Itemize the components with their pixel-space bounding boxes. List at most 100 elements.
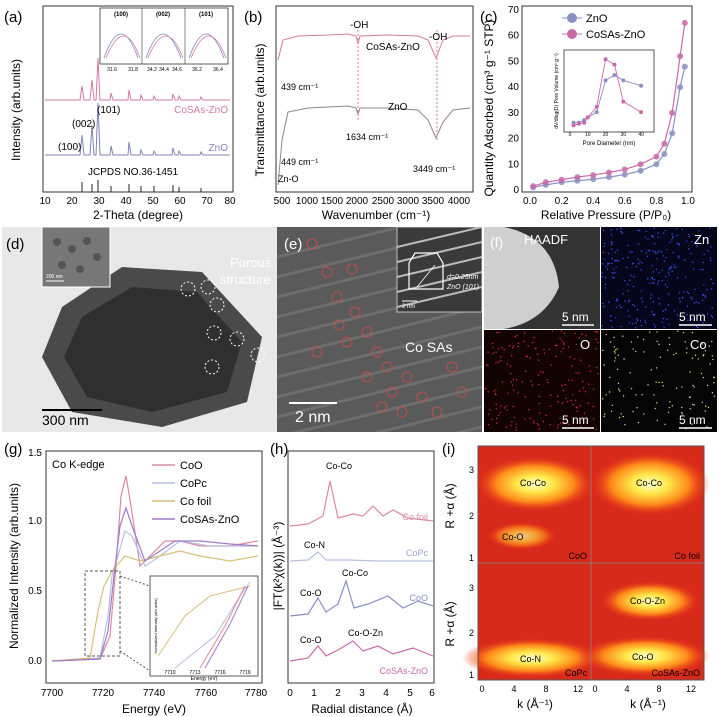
eds-dot bbox=[516, 334, 518, 337]
bet-ytick: 0 bbox=[513, 185, 519, 196]
eds-dot bbox=[546, 379, 548, 381]
eds-dot bbox=[636, 308, 639, 311]
eds-dot bbox=[505, 426, 508, 429]
eds-dot bbox=[554, 344, 557, 346]
eds-dot bbox=[585, 335, 587, 337]
eds-dot bbox=[556, 344, 558, 347]
eds-dot bbox=[510, 381, 513, 383]
ftir-xlabel: Wavenumber (cm⁻¹) bbox=[322, 208, 431, 222]
eds-dot bbox=[625, 266, 628, 269]
panel-e: d=0.25nm ZnO (101) 2 nm (e) Co SAs 2 nm bbox=[277, 227, 482, 432]
eds-dot bbox=[707, 250, 709, 252]
ftir-xtick: 2500 bbox=[372, 196, 395, 207]
bet-inset-point bbox=[603, 57, 608, 62]
exafs-cosas-label: CoSAs-ZnO bbox=[379, 666, 428, 676]
panel-d: 200 nm (d) Porous structure 300 nm bbox=[2, 227, 277, 432]
stem-inset bbox=[396, 227, 482, 313]
eds-dot bbox=[658, 250, 660, 253]
eds-dot bbox=[667, 411, 670, 414]
xrd-zno-line bbox=[45, 102, 230, 156]
eds-dot bbox=[584, 391, 587, 393]
eds-dot bbox=[540, 371, 542, 373]
eds-dot bbox=[511, 421, 513, 423]
eds-dot bbox=[564, 383, 567, 386]
eds-dot bbox=[588, 342, 591, 344]
eds-dot bbox=[536, 353, 539, 355]
eds-dot bbox=[611, 276, 614, 279]
bet-inset-xtick: 30 bbox=[621, 132, 627, 138]
eds-dot bbox=[650, 369, 653, 371]
eds-dot bbox=[578, 372, 580, 374]
wt-ytick: 3 bbox=[469, 583, 474, 593]
wt-cosas-label: CoSAs-ZnO bbox=[651, 668, 700, 678]
ftir-cosas-line bbox=[277, 33, 470, 61]
eds-dot bbox=[662, 310, 664, 312]
eds-dot bbox=[653, 394, 655, 396]
eds-dot bbox=[512, 378, 514, 380]
eds-dot bbox=[710, 288, 713, 290]
eds-dot bbox=[666, 318, 668, 321]
eds-dot bbox=[523, 340, 525, 343]
eds-dot bbox=[688, 235, 691, 238]
eds-dot bbox=[510, 424, 512, 427]
eds-dot bbox=[640, 297, 643, 300]
wt-xlabel-left: k (Å⁻¹) bbox=[517, 696, 553, 711]
eds-dot bbox=[668, 343, 671, 346]
eds-dot bbox=[559, 422, 562, 424]
inset-peak-100: (100) bbox=[114, 12, 128, 18]
eds-dot bbox=[694, 354, 697, 357]
eds-dot bbox=[507, 392, 509, 394]
eds-dot bbox=[627, 301, 630, 303]
eds-dot bbox=[681, 228, 684, 231]
eds-dot bbox=[652, 313, 654, 316]
eds-dot bbox=[525, 355, 527, 357]
eds-dot bbox=[668, 293, 670, 295]
eds-dot bbox=[580, 359, 582, 361]
eds-dot bbox=[602, 229, 605, 232]
wt-ytick: 3 bbox=[469, 465, 474, 475]
eds-dot bbox=[691, 331, 694, 334]
eds-dot bbox=[611, 272, 614, 274]
xrd-chart: (a) Intensity (arb.units) CoSAs-ZnO ZnO … bbox=[4, 5, 236, 222]
eds-dot bbox=[640, 325, 643, 327]
exafs-ylabel: |FT(k²χ(k))| (Å⁻³) bbox=[270, 522, 285, 611]
eds-dot bbox=[497, 414, 500, 417]
bet-inset-point bbox=[594, 104, 599, 109]
bet-inset-point bbox=[585, 115, 590, 120]
tem-inset-scale: 200 nm bbox=[46, 274, 63, 280]
eds-dot bbox=[640, 250, 643, 252]
wt-xtick: 12 bbox=[686, 684, 696, 694]
eds-dot bbox=[690, 252, 692, 255]
xrd-xtick: 50 bbox=[147, 196, 159, 207]
eds-dot bbox=[611, 257, 613, 260]
eds-dot bbox=[501, 381, 504, 383]
eds-dot bbox=[603, 245, 605, 247]
eds-dot bbox=[650, 294, 653, 296]
eds-dot bbox=[613, 350, 616, 353]
eds-dot bbox=[627, 310, 629, 312]
xanes-inset-xtick: 7716 bbox=[214, 670, 225, 676]
eds-dot bbox=[573, 358, 576, 360]
eds-dot bbox=[513, 416, 516, 419]
wt-cosas-coozn: Co-O-Zn bbox=[630, 596, 665, 606]
eds-dot bbox=[691, 423, 693, 425]
eds-dot bbox=[620, 231, 622, 233]
eds-dot bbox=[700, 372, 703, 375]
eds-dot bbox=[501, 347, 503, 349]
eds-dot bbox=[639, 260, 641, 263]
eds-dot bbox=[711, 392, 714, 394]
eds-dot bbox=[693, 302, 696, 304]
bet-inset-point bbox=[639, 110, 644, 115]
eds-dot bbox=[653, 313, 656, 316]
zno-plane: ZnO (101) bbox=[446, 284, 479, 291]
ftir-chart: (b) Transmittance (arb.units) -OH -OH Co… bbox=[244, 5, 474, 222]
eds-dot bbox=[615, 306, 617, 309]
eds-dot bbox=[694, 288, 696, 291]
eds-dot bbox=[624, 300, 626, 302]
eds-dot bbox=[614, 352, 616, 354]
wt-coo-label: CoO bbox=[568, 551, 587, 561]
eds-dot bbox=[557, 424, 560, 426]
eds-dot bbox=[622, 415, 624, 418]
eds-dot bbox=[511, 384, 514, 387]
eds-dot bbox=[560, 330, 562, 332]
